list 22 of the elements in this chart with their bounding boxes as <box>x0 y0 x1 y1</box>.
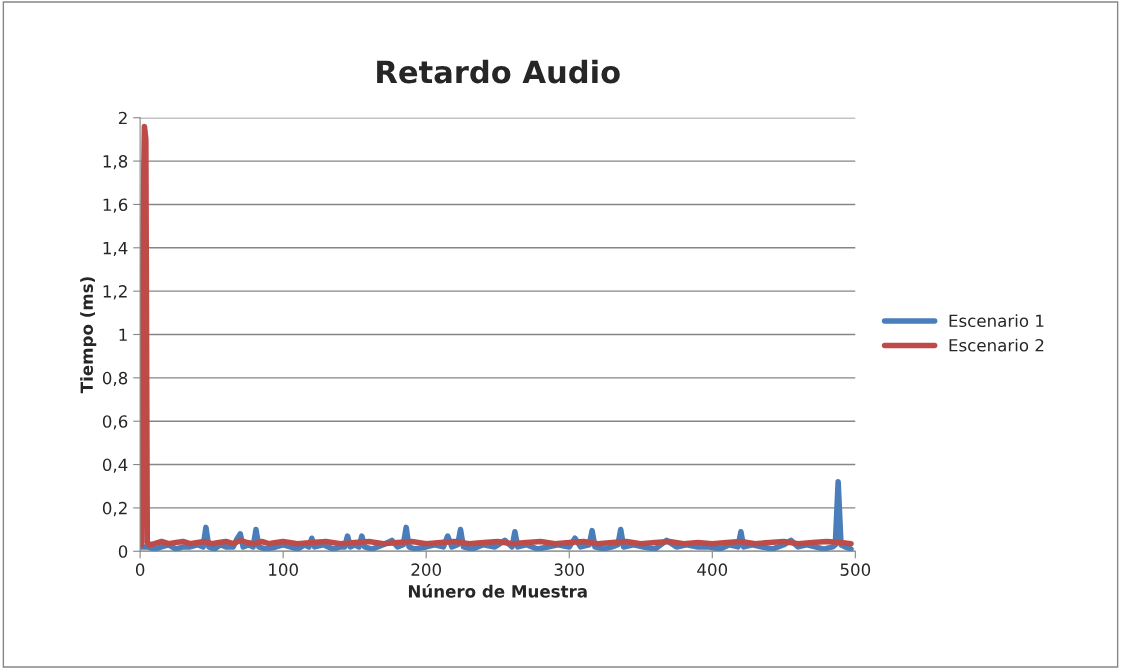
y-tick-label: 1 <box>119 328 127 341</box>
x-tick-label: 200 <box>411 563 441 576</box>
x-tick-label: 100 <box>269 563 298 576</box>
y-tick-label: 0,4 <box>102 458 128 473</box>
y-tick-label: 0,2 <box>102 501 127 517</box>
y-tick-label: 1,6 <box>103 198 128 213</box>
legend-label: Escenario 2 <box>949 338 1044 352</box>
y-tick-label: 1,8 <box>103 155 128 170</box>
x-axis-title: Núnero de Muestra <box>408 584 587 598</box>
legend-label: Escenario 1 <box>949 314 1044 328</box>
y-tick-label: 1,4 <box>103 241 128 257</box>
x-tick-label: 0 <box>135 563 145 576</box>
x-tick-label: 400 <box>697 563 728 576</box>
y-tick-label: 0 <box>118 545 128 558</box>
x-tick-label: 500 <box>840 563 871 576</box>
y-tick-label: 0,6 <box>102 415 128 430</box>
y-tick-label: 1,2 <box>103 285 127 300</box>
y-tick-label: 0,8 <box>102 371 128 387</box>
x-tick-label: 300 <box>554 563 585 576</box>
y-tick-label: 2 <box>118 111 127 125</box>
chart-title: Retardo Audio <box>377 59 620 84</box>
y-axis-title: Tiempo (ms) <box>80 277 97 394</box>
